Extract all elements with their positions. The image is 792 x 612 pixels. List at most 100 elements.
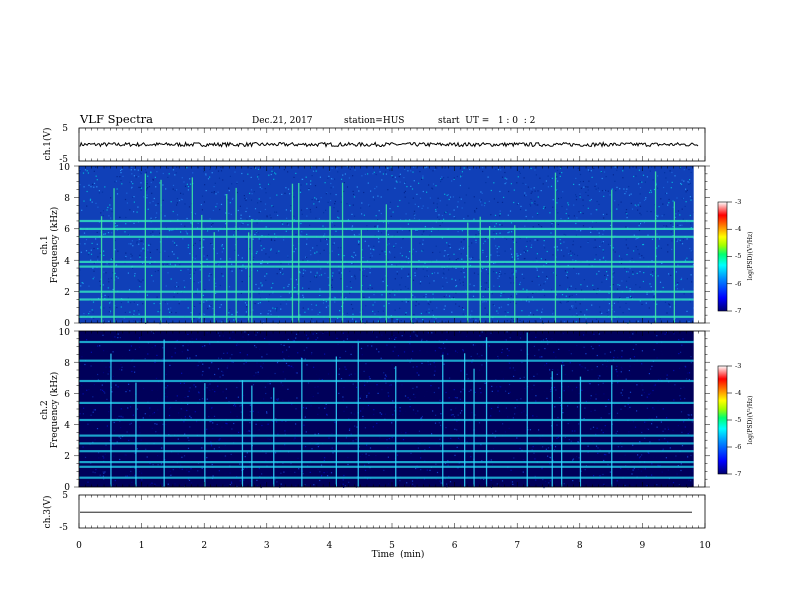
spectrogram-speckle	[165, 188, 167, 190]
spectrogram-speckle	[317, 337, 319, 339]
spectrogram-speckle	[254, 345, 256, 347]
burst-10	[251, 219, 253, 323]
spectrogram-speckle	[187, 478, 189, 480]
spectrogram-speckle	[675, 239, 677, 241]
spectrogram-speckle	[372, 331, 374, 333]
spectrogram-speckle	[396, 273, 398, 275]
spectrogram-speckle	[366, 275, 368, 277]
spectrogram-speckle	[444, 305, 446, 307]
spectrogram-speckle	[651, 260, 653, 262]
spectrogram-speckle	[491, 385, 493, 387]
spectrogram-speckle	[132, 196, 134, 198]
spectrogram-speckle	[245, 267, 247, 270]
spectrogram-speckle	[275, 211, 278, 213]
spectrogram-speckle	[605, 260, 607, 262]
spectrogram-speckle	[446, 425, 448, 427]
frequency-band-6	[79, 418, 694, 422]
spectrogram-speckle	[259, 348, 261, 350]
spectrogram-speckle	[249, 464, 251, 466]
spectrogram-speckle	[462, 388, 464, 390]
spectrogram-speckle	[576, 312, 578, 314]
spectrogram-speckle	[536, 309, 538, 311]
spectrogram-speckle	[130, 345, 132, 347]
spectrogram-speckle	[170, 229, 172, 231]
spectrogram-speckle	[529, 429, 531, 431]
spectrogram-speckle	[285, 187, 287, 189]
spectrogram-speckle	[690, 480, 692, 482]
spectrogram-speckle	[399, 284, 401, 286]
spectrogram-speckle	[239, 405, 241, 407]
spectrogram-speckle	[419, 197, 422, 199]
spectrogram-speckle	[96, 428, 99, 430]
spectrogram-speckle	[364, 427, 366, 429]
spectrogram-speckle	[461, 258, 463, 260]
spectrogram-speckle	[267, 377, 269, 379]
spectrogram-speckle	[476, 470, 478, 472]
spectrogram-speckle	[176, 198, 178, 200]
spectrogram-speckle	[243, 467, 245, 469]
spectrogram-speckle	[488, 200, 490, 202]
spectrogram-speckle	[146, 197, 148, 199]
spectrogram-speckle	[377, 392, 379, 394]
spectrogram-speckle	[596, 200, 598, 203]
spectrogram-speckle	[161, 447, 163, 449]
spectrogram-speckle	[282, 336, 284, 338]
spectrogram-speckle	[500, 306, 502, 308]
spectrogram-speckle	[241, 257, 243, 259]
spectrogram-speckle	[651, 238, 654, 240]
spectrogram-speckle	[597, 452, 599, 454]
spectrogram-speckle	[206, 255, 208, 257]
spectrogram-speckle	[498, 331, 501, 333]
spectrogram-speckle	[516, 437, 518, 439]
spectrogram-speckle	[666, 192, 668, 194]
spectrogram-speckle	[140, 470, 142, 472]
spectrogram-speckle	[432, 410, 434, 412]
spectrogram-speckle	[302, 470, 304, 472]
spectrogram-speckle	[549, 463, 551, 465]
spectrogram-speckle	[331, 388, 333, 390]
spectrogram-speckle	[197, 282, 200, 284]
spectrogram-speckle	[360, 410, 362, 412]
spectrogram-speckle	[575, 234, 577, 236]
spectrogram-speckle	[173, 296, 175, 298]
spectrogram-speckle	[367, 474, 369, 476]
spectrogram-speckle	[494, 214, 497, 216]
spectrogram-speckle	[239, 480, 241, 482]
spectrogram-speckle	[416, 193, 418, 195]
spectrogram-speckle	[368, 376, 370, 378]
spectrogram-speckle	[628, 321, 630, 323]
spectrogram-speckle	[364, 240, 366, 242]
spectrogram-speckle	[513, 320, 515, 322]
spectrogram-speckle	[126, 202, 128, 204]
spectrogram-speckle	[511, 253, 513, 255]
spectrogram-speckle	[573, 183, 575, 185]
spectrogram-speckle	[206, 230, 209, 232]
spectrogram-speckle	[482, 295, 484, 298]
spectrogram-speckle	[497, 201, 499, 203]
spectrogram-speckle	[550, 444, 552, 447]
spectrogram-speckle	[151, 218, 153, 220]
spectrogram-speckle	[88, 285, 90, 287]
spectrogram-speckle	[512, 238, 514, 240]
spectrogram-speckle	[620, 392, 622, 394]
spectrogram-speckle	[530, 312, 532, 314]
spectrogram-speckle	[632, 166, 634, 168]
spectrogram-speckle	[572, 425, 574, 427]
spectrogram-speckle	[236, 191, 238, 194]
spectrogram-speckle	[621, 446, 623, 448]
spectrogram-speckle	[132, 267, 134, 269]
spectrogram-speckle	[523, 376, 525, 378]
spectrogram-speckle	[556, 176, 558, 178]
burst-10	[395, 366, 397, 487]
spectrogram-speckle	[437, 216, 439, 218]
spectrogram-speckle	[168, 230, 170, 232]
spectrogram-speckle	[639, 300, 641, 302]
spectrogram-speckle	[624, 484, 626, 487]
spectrogram-speckle	[628, 276, 630, 278]
spectrogram-speckle	[685, 366, 687, 368]
spectrogram-speckle	[250, 234, 252, 236]
spectrogram-speckle	[651, 463, 653, 465]
spectrogram-speckle	[240, 404, 242, 406]
spectrogram-speckle	[134, 444, 136, 446]
spectrogram-speckle	[311, 199, 313, 201]
